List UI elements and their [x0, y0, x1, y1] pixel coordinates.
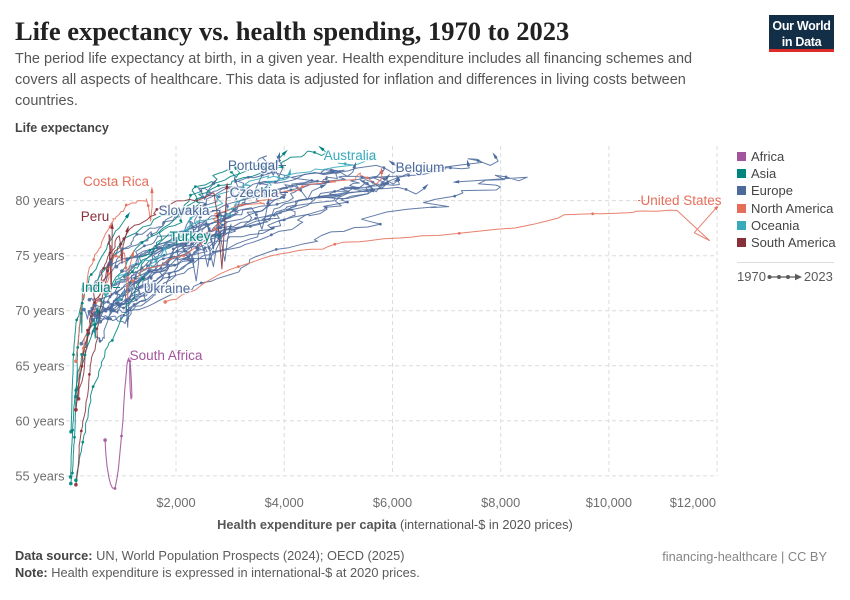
svg-text:$2,000: $2,000: [156, 495, 195, 510]
svg-text:Peru: Peru: [81, 209, 110, 224]
svg-text:80 years: 80 years: [15, 193, 64, 208]
svg-text:70 years: 70 years: [15, 303, 64, 318]
svg-text:Slovakia: Slovakia: [158, 203, 210, 218]
svg-text:$8,000: $8,000: [481, 495, 520, 510]
svg-text:Costa Rica: Costa Rica: [83, 174, 150, 189]
svg-text:$10,000: $10,000: [586, 495, 632, 510]
svg-text:55 years: 55 years: [15, 468, 64, 483]
svg-text:Czechia: Czechia: [230, 185, 279, 200]
svg-text:$6,000: $6,000: [373, 495, 412, 510]
svg-text:South Africa: South Africa: [130, 348, 203, 363]
svg-text:$12,000: $12,000: [670, 495, 716, 510]
svg-text:65 years: 65 years: [15, 358, 64, 373]
svg-text:United States: United States: [640, 193, 721, 208]
svg-text:Ukraine: Ukraine: [144, 281, 191, 296]
svg-text:75 years: 75 years: [15, 248, 64, 263]
svg-text:Belgium: Belgium: [396, 160, 445, 175]
svg-text:60 years: 60 years: [15, 413, 64, 428]
svg-text:India: India: [81, 280, 111, 295]
svg-text:Portugal: Portugal: [228, 158, 278, 173]
svg-text:Health expenditure per capita: Health expenditure per capita (internati…: [217, 517, 573, 532]
svg-text:Turkey: Turkey: [170, 229, 211, 244]
svg-text:$4,000: $4,000: [265, 495, 304, 510]
svg-text:Australia: Australia: [324, 148, 377, 163]
